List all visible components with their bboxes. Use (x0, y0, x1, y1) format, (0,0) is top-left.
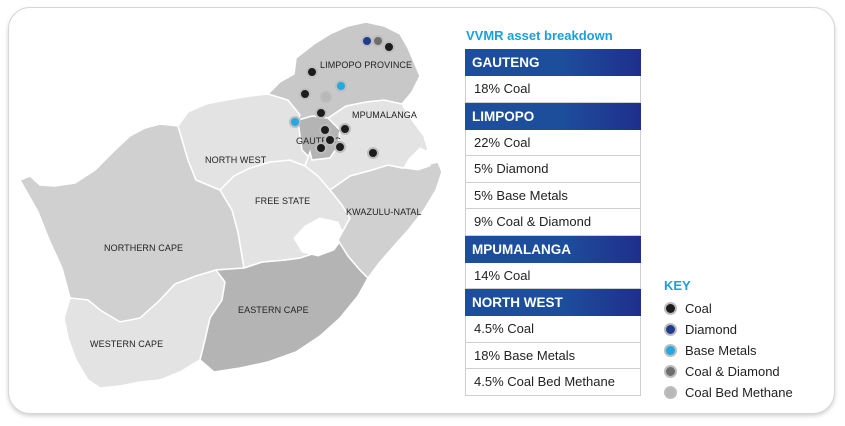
key-label: Coal (685, 301, 712, 316)
label-kwazulu-natal: KWAZULU-NATAL (346, 207, 422, 217)
key-item-base-metals: Base Metals (664, 340, 793, 361)
table-row: 18% Base Metals (465, 342, 641, 369)
diamond-dot-icon (664, 323, 677, 336)
table-row: 14% Coal (465, 262, 641, 289)
asset-markers (289, 35, 395, 159)
breakdown-title: VVMR asset breakdown (466, 28, 613, 43)
marker-coal (339, 123, 351, 135)
south-africa-map: LIMPOPO PROVINCE MPUMALANGA GAUTENG NORT… (18, 21, 443, 389)
marker-coal (324, 134, 336, 146)
marker-coal (299, 88, 311, 100)
marker-coal (319, 124, 331, 136)
label-limpopo: LIMPOPO PROVINCE (320, 60, 412, 70)
label-gauteng: GAUTENG (296, 136, 341, 146)
marker-coal (334, 141, 346, 153)
key-label: Diamond (685, 322, 738, 337)
key-item-coal-bed-methane: Coal Bed Methane (664, 382, 793, 403)
asset-breakdown-table: GAUTENG 18% Coal LIMPOPO 22% Coal 5% Dia… (465, 49, 641, 396)
province-header-mpumalanga: MPUMALANGA (465, 235, 641, 263)
map-key: KEY Coal Diamond Base Metals Coal & Diam… (664, 278, 793, 403)
marker-coal-diamond (372, 35, 384, 47)
key-label: Coal & Diamond (685, 364, 780, 379)
marker-coal (315, 142, 327, 154)
table-row: 22% Coal (465, 129, 641, 156)
table-row: 5% Base Metals (465, 182, 641, 209)
key-item-diamond: Diamond (664, 319, 793, 340)
province-header-north-west: NORTH WEST (465, 289, 641, 316)
province-header-limpopo: LIMPOPO (465, 102, 641, 130)
base-metals-dot-icon (664, 344, 677, 357)
coal-bed-methane-dot-icon (664, 386, 677, 399)
label-free-state: FREE STATE (255, 196, 310, 206)
marker-coal (367, 147, 379, 159)
label-eastern-cape: EASTERN CAPE (238, 305, 309, 315)
swaziland (403, 147, 433, 171)
marker-coal (315, 107, 327, 119)
label-north-west: NORTH WEST (205, 155, 267, 165)
key-title: KEY (664, 278, 691, 293)
table-row: 5% Diamond (465, 156, 641, 183)
label-mpumalanga: MPUMALANGA (352, 110, 417, 120)
marker-coal-bed-methane (320, 91, 332, 103)
key-label: Base Metals (685, 343, 757, 358)
marker-base-metals (289, 116, 301, 128)
coal-dot-icon (664, 302, 677, 315)
table-row: 4.5% Coal Bed Methane (465, 369, 641, 396)
coal-diamond-dot-icon (664, 365, 677, 378)
province-header-gauteng: GAUTENG (465, 49, 641, 76)
key-item-coal-diamond: Coal & Diamond (664, 361, 793, 382)
key-label: Coal Bed Methane (685, 385, 793, 400)
key-item-coal: Coal (664, 298, 793, 319)
marker-diamond (361, 35, 373, 47)
marker-coal (306, 66, 318, 78)
label-western-cape: WESTERN CAPE (90, 339, 163, 349)
marker-coal (383, 41, 395, 53)
table-row: 9% Coal & Diamond (465, 209, 641, 236)
table-row: 4.5% Coal (465, 316, 641, 343)
label-northern-cape: NORTHERN CAPE (104, 243, 183, 253)
table-row: 18% Coal (465, 76, 641, 103)
marker-base-metals (335, 80, 347, 92)
